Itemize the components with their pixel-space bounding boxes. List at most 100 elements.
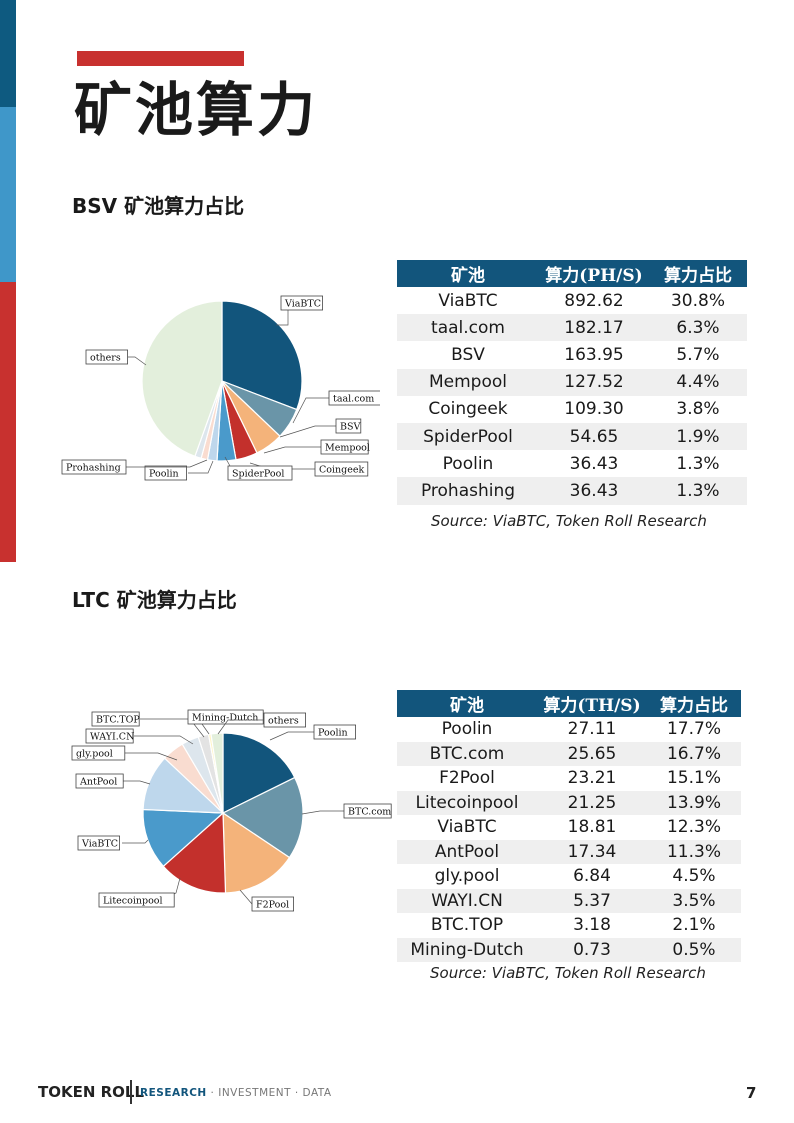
svg-text:ViaBTC: ViaBTC: [284, 299, 321, 310]
bsv-table-header: 矿池 算力(PH/S) 算力占比: [397, 260, 747, 287]
svg-text:AntPool: AntPool: [79, 777, 117, 788]
share-cell: 30.8%: [670, 290, 725, 311]
pie-label-antpool: AntPool: [75, 773, 151, 789]
hashrate-cell: 36.43: [539, 477, 649, 505]
table-row: Prohashing 36.43 1.3%: [397, 477, 747, 505]
svg-text:Mempool: Mempool: [325, 443, 370, 454]
svg-text:BTC.com: BTC.com: [348, 807, 391, 818]
bsv-header-pool: 矿池: [397, 260, 539, 287]
table-row: Litecoinpool 21.25 13.9%: [397, 790, 741, 815]
share-cell: 4.4%: [649, 368, 747, 396]
hashrate-cell: 21.25: [537, 790, 647, 815]
table-row: Poolin 27.11 17.7%: [397, 717, 741, 742]
hashrate-cell: 54.65: [539, 422, 649, 451]
hashrate-cell: 892.62: [564, 290, 624, 311]
table-row: Mining-Dutch 0.73 0.5%: [397, 937, 741, 962]
svg-text:gly.pool: gly.pool: [76, 749, 113, 760]
pool-cell: Prohashing: [397, 477, 539, 505]
pool-cell: Litecoinpool: [397, 790, 537, 815]
pie-label-taal-com: taal.com: [292, 390, 380, 424]
svg-text:F2Pool: F2Pool: [256, 900, 289, 911]
pie-label-poolin: Poolin: [269, 724, 356, 741]
pool-cell: WAYI.CN: [397, 888, 537, 913]
pie-slice-viabtc: [221, 300, 303, 411]
pie-label-litecoinpool: Litecoinpool: [98, 877, 181, 908]
side-stripe-red: [0, 282, 16, 562]
share-cell: 3.8%: [676, 399, 720, 420]
svg-text:Prohashing: Prohashing: [66, 463, 121, 474]
share-cell: 1.3%: [649, 477, 747, 505]
pie-label-gly-pool: gly.pool: [71, 745, 178, 761]
ltc-source-note: Source: ViaBTC, Token Roll Research: [430, 964, 706, 982]
hashrate-cell: 127.52: [539, 368, 649, 396]
pool-cell: AntPool: [397, 839, 537, 864]
share-cell: 1.3%: [676, 453, 720, 474]
share-cell: 16.7%: [647, 741, 741, 766]
ltc-header-hashrate: 算力(TH/S): [537, 690, 647, 717]
ltc-header-pool: 矿池: [397, 690, 537, 717]
table-row: BTC.com 25.65 16.7%: [397, 741, 741, 766]
pie-slice-others: [210, 732, 224, 814]
hashrate-cell: 17.34: [537, 839, 647, 864]
share-cell: 2.1%: [672, 915, 716, 936]
pie-label-viabtc: ViaBTC: [276, 295, 323, 326]
pie-slice-poolin: [222, 732, 296, 814]
ltc-table-header: 矿池 算力(TH/S) 算力占比: [397, 690, 741, 717]
footer-brand: TOKEN ROLL: [38, 1083, 145, 1101]
pie-slice-others: [141, 300, 223, 458]
ltc-header-share: 算力占比: [647, 690, 741, 717]
side-stripe-light-blue: [0, 107, 16, 282]
bsv-header-share: 算力占比: [649, 260, 747, 287]
svg-text:Poolin: Poolin: [318, 728, 348, 739]
pie-label-others: others: [217, 712, 306, 735]
share-cell: 5.7%: [676, 344, 720, 365]
table-row: F2Pool 23.21 15.1%: [397, 766, 741, 791]
svg-text:taal.com: taal.com: [333, 394, 374, 405]
hashrate-cell: 18.81: [567, 817, 617, 838]
pool-cell: F2Pool: [439, 768, 495, 789]
table-row: BTC.TOP 3.18 2.1%: [397, 913, 741, 938]
table-row: Coingeek 109.30 3.8%: [397, 396, 747, 423]
bsv-pie-chart: ViaBTC taal.com BSV Mempool Coingeek SpiderPo…: [61, 295, 380, 481]
footer-divider: [130, 1080, 132, 1104]
pool-cell: Coingeek: [428, 399, 508, 420]
hashrate-cell: 5.37: [537, 888, 647, 913]
svg-text:ViaBTC: ViaBTC: [81, 839, 118, 850]
page-number: 7: [746, 1084, 757, 1102]
table-row: SpiderPool 54.65 1.9%: [397, 422, 747, 451]
bsv-header-hashrate: 算力(PH/S): [539, 260, 649, 287]
pie-label-f2pool: F2Pool: [239, 889, 294, 912]
pool-cell: ViaBTC: [438, 290, 498, 311]
svg-text:Litecoinpool: Litecoinpool: [103, 896, 163, 907]
hashrate-cell: 36.43: [569, 453, 619, 474]
pool-cell: Poolin: [441, 719, 493, 740]
svg-text:Coingeek: Coingeek: [319, 465, 364, 476]
svg-text:BSV: BSV: [340, 422, 360, 433]
table-row: taal.com 182.17 6.3%: [397, 314, 747, 342]
share-cell: 17.7%: [666, 719, 721, 740]
pie-label-mining-dutch: Mining-Dutch: [187, 709, 264, 735]
share-cell: 12.3%: [666, 817, 721, 838]
ltc-pie-chart: Poolin BTC.com F2Pool Litecoinpool ViaBTC Ant…: [71, 709, 392, 912]
pool-cell: Mempool: [397, 368, 539, 396]
pool-cell: ViaBTC: [437, 817, 497, 838]
bsv-source-note: Source: ViaBTC, Token Roll Research: [431, 512, 707, 530]
pool-cell: taal.com: [397, 314, 539, 342]
pie-label-btc-com: BTC.com: [301, 803, 392, 819]
page-title: 矿池算力: [74, 76, 319, 144]
side-stripe-dark-blue: [0, 0, 16, 107]
footer-tagline: RESEARCH · INVESTMENT · DATA: [140, 1087, 332, 1099]
table-row: Poolin 36.43 1.3%: [397, 450, 747, 477]
share-cell: 0.5%: [647, 937, 741, 962]
table-row: gly.pool 6.84 4.5%: [397, 864, 741, 889]
svg-text:others: others: [268, 716, 299, 727]
bsv-table: 矿池 算力(PH/S) 算力占比 ViaBTC 892.62 30.8% taal.…: [397, 260, 747, 505]
pie-label-bsv: BSV: [279, 418, 362, 438]
bsv-section-title: BSV 矿池算力占比: [72, 194, 245, 218]
ltc-section-title: LTC 矿池算力占比: [72, 588, 237, 612]
hashrate-cell: 6.84: [573, 866, 611, 887]
pool-cell: BTC.com: [397, 741, 537, 766]
pool-cell: SpiderPool: [397, 422, 539, 451]
hashrate-cell: 25.65: [537, 741, 647, 766]
pie-slice-litecoinpool: [162, 811, 227, 894]
